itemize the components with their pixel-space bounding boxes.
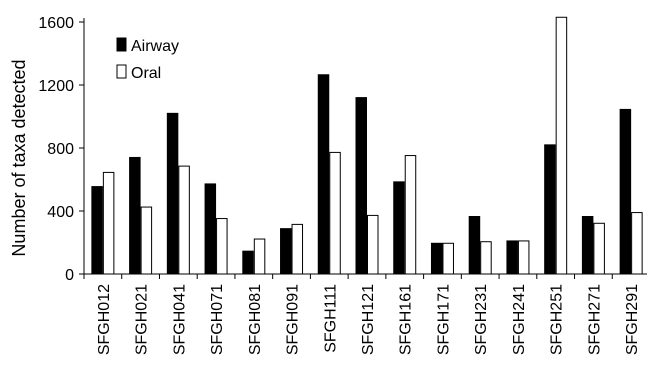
bar-oral — [517, 240, 530, 275]
bar-oral — [329, 151, 341, 275]
x-tick-label: SFGH271 — [586, 284, 603, 355]
legend-swatch-oral — [116, 64, 127, 79]
legend-label-airway: Airway — [131, 38, 179, 55]
bar-airway — [242, 250, 254, 275]
bar-airway — [430, 242, 443, 275]
x-tick-label: SFGH171 — [435, 284, 452, 355]
plot-area — [91, 16, 643, 275]
legend-swatch-airway — [116, 37, 127, 52]
bar-oral — [442, 242, 454, 275]
bar-oral — [102, 171, 115, 275]
bar-airway — [581, 216, 594, 275]
x-tick-label: SFGH291 — [624, 284, 641, 355]
x-tick-label: SFGH071 — [209, 284, 226, 355]
y-axis: 0 400 800 1200 1600 — [38, 15, 85, 284]
x-tick-label: SFGH251 — [549, 284, 566, 355]
x-tick-label: SFGH111 — [322, 284, 339, 353]
bar-oral — [291, 223, 304, 275]
legend-label-oral: Oral — [131, 65, 161, 82]
bar-oral — [253, 238, 266, 275]
bar-airway — [129, 156, 141, 275]
bar-oral — [178, 165, 190, 275]
x-tick-label: SFGH161 — [398, 284, 415, 355]
y-tick-label: 1600 — [38, 15, 74, 32]
legend: Airway Oral — [116, 37, 179, 82]
bar-airway — [91, 186, 103, 275]
bar-airway — [166, 112, 179, 275]
x-tick-label: SFGH041 — [171, 284, 188, 355]
bar-oral — [631, 212, 643, 275]
x-tick-label: SFGH121 — [360, 284, 377, 355]
bar-airway — [204, 183, 217, 275]
bar-airway — [468, 216, 481, 275]
bar-airway — [317, 74, 330, 275]
y-axis-title: Number of taxa detected — [9, 59, 29, 256]
x-tick-label: SFGH012 — [96, 284, 113, 355]
bar-airway — [393, 181, 405, 275]
bar-airway — [544, 144, 556, 275]
x-tick-label: SFGH241 — [511, 284, 528, 355]
x-axis: SFGH012 SFGH021 SFGH041 SFGH071 SFGH081 SFGH0… — [83, 273, 647, 355]
bar-oral — [555, 16, 568, 275]
x-tick-label: SFGH021 — [134, 284, 151, 355]
bar-oral — [367, 214, 379, 275]
y-tick-label: 400 — [47, 204, 74, 221]
bar-oral — [216, 218, 228, 275]
bar-airway — [619, 108, 632, 275]
bar-oral — [480, 241, 492, 275]
x-tick-label: SFGH091 — [285, 284, 302, 355]
bar-oral — [404, 155, 417, 275]
bar-oral — [140, 206, 153, 275]
bar-oral — [593, 222, 605, 275]
x-tick-label: SFGH081 — [247, 284, 264, 355]
bar-airway — [280, 228, 292, 275]
bar-airway — [355, 97, 367, 275]
y-tick-label: 800 — [47, 141, 74, 158]
bar-airway — [506, 240, 518, 275]
y-tick-label: 0 — [65, 267, 74, 284]
x-tick-label: SFGH231 — [473, 284, 490, 355]
y-tick-label: 1200 — [38, 78, 74, 95]
